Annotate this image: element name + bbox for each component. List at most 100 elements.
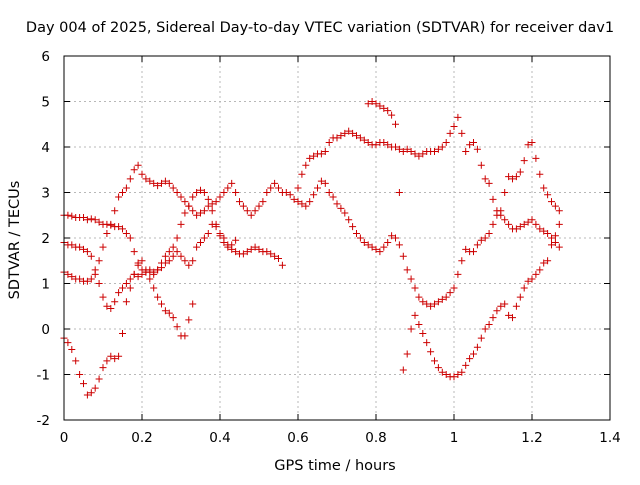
- data-point: [99, 243, 107, 251]
- data-point: [399, 148, 407, 156]
- data-point: [130, 166, 138, 174]
- data-point: [107, 305, 115, 313]
- data-point: [111, 298, 119, 306]
- data-point: [349, 129, 357, 137]
- data-point: [489, 314, 497, 322]
- y-tick-label: -1: [37, 368, 50, 384]
- data-point: [165, 257, 173, 265]
- data-point: [470, 138, 477, 146]
- data-point: [376, 102, 384, 110]
- data-point: [403, 266, 411, 274]
- data-point: [497, 302, 505, 310]
- data-point: [165, 248, 173, 256]
- data-point: [450, 123, 458, 131]
- data-point: [555, 243, 563, 251]
- data-point: [134, 161, 142, 169]
- data-point: [193, 211, 201, 219]
- data-point: [368, 98, 376, 105]
- data-point: [220, 189, 228, 196]
- data-point: [181, 332, 189, 340]
- data-point: [555, 207, 563, 215]
- data-point: [532, 220, 540, 228]
- data-point: [200, 207, 208, 215]
- data-point: [470, 350, 477, 358]
- x-tick-label: 0.6: [287, 430, 308, 446]
- data-point: [173, 234, 181, 242]
- data-point: [505, 220, 513, 228]
- data-point: [555, 220, 563, 228]
- data-point: [193, 243, 201, 251]
- data-point: [536, 225, 544, 233]
- data-point: [438, 368, 446, 376]
- data-point: [317, 177, 325, 185]
- x-tick-labels: 0 0.2 0.4 0.6 0.8 1 1.2 1.4: [60, 430, 621, 446]
- data-point: [224, 184, 232, 192]
- data-point: [329, 193, 337, 201]
- data-point: [528, 138, 536, 146]
- data-point: [442, 371, 450, 378]
- data-point: [154, 293, 162, 301]
- data-point: [376, 248, 384, 256]
- data-point: [197, 209, 204, 217]
- data-point: [395, 241, 403, 249]
- data-point: [473, 343, 481, 351]
- data-point: [80, 214, 87, 222]
- data-point: [142, 266, 150, 274]
- data-point: [384, 107, 392, 115]
- data-point: [185, 202, 193, 210]
- data-point: [345, 127, 353, 135]
- data-point: [454, 371, 462, 378]
- x-tick-label: 0.2: [131, 430, 152, 446]
- data-point: [528, 275, 536, 283]
- data-point: [173, 248, 181, 256]
- data-point: [536, 170, 544, 178]
- data-point: [91, 384, 99, 392]
- data-point: [115, 193, 123, 201]
- data-point: [372, 141, 380, 149]
- data-point: [407, 325, 415, 333]
- data-point: [353, 132, 360, 140]
- x-tick-label: 0: [60, 430, 69, 446]
- data-point: [83, 277, 91, 285]
- data-point: [150, 179, 158, 187]
- data-point: [356, 134, 364, 142]
- data-point: [169, 184, 177, 192]
- x-tick-label: 1: [450, 430, 459, 446]
- data-points: [60, 98, 563, 399]
- data-point: [446, 129, 454, 137]
- data-point: [423, 339, 431, 347]
- data-point: [64, 211, 72, 219]
- data-point: [548, 234, 555, 242]
- data-point: [243, 248, 251, 256]
- data-point: [189, 207, 197, 215]
- data-point: [477, 334, 485, 342]
- data-point: [165, 179, 173, 187]
- data-point: [68, 345, 76, 353]
- data-point: [431, 357, 438, 365]
- data-point: [388, 232, 396, 240]
- data-point: [76, 275, 84, 283]
- data-point: [419, 298, 427, 306]
- data-point: [95, 280, 103, 287]
- data-point: [427, 348, 435, 356]
- data-point: [485, 179, 493, 187]
- data-point: [497, 211, 505, 219]
- data-point: [337, 204, 345, 212]
- data-point: [130, 270, 138, 278]
- data-point: [454, 270, 462, 278]
- data-point: [138, 270, 146, 278]
- data-point: [197, 186, 204, 194]
- data-point: [232, 248, 240, 256]
- data-point: [271, 179, 279, 187]
- data-point: [173, 189, 181, 196]
- data-point: [146, 177, 154, 185]
- data-point: [243, 207, 251, 215]
- data-point: [158, 300, 165, 308]
- data-point: [197, 239, 204, 247]
- data-point: [368, 243, 376, 251]
- data-point: [107, 220, 115, 228]
- data-point: [271, 252, 279, 260]
- data-point: [360, 136, 368, 144]
- data-point: [119, 189, 126, 196]
- data-point: [548, 198, 555, 206]
